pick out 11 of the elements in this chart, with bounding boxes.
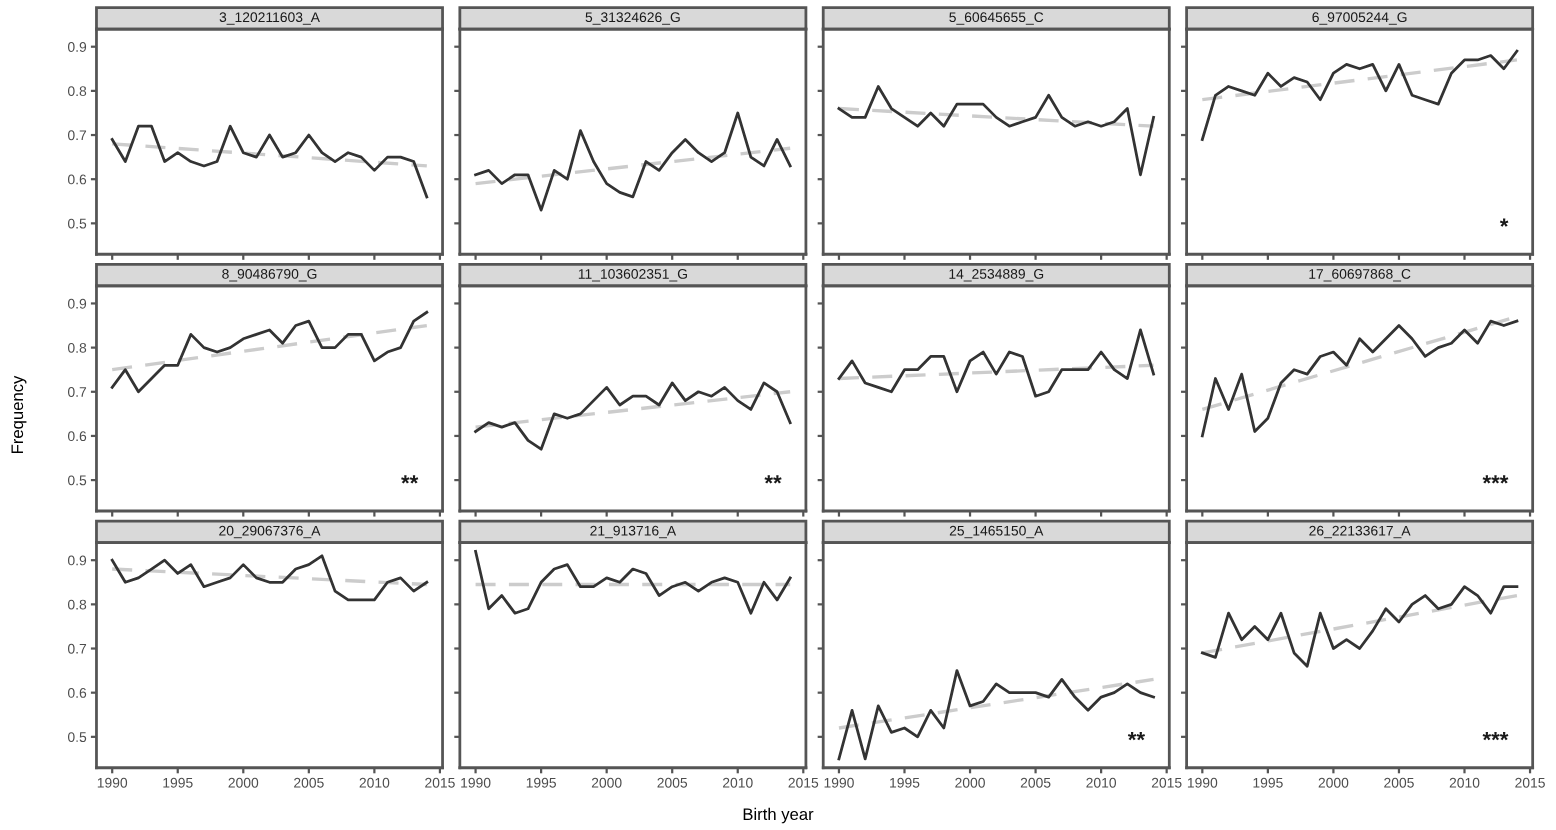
annotation: *** xyxy=(1482,732,1509,741)
annotation: ** xyxy=(764,475,782,484)
line-series xyxy=(110,124,429,199)
line-series xyxy=(110,310,429,394)
line-series xyxy=(110,554,429,602)
y-axis-title: Frequency xyxy=(11,375,27,453)
annotation: * xyxy=(1499,218,1509,227)
x-axis-title: Birth year xyxy=(743,807,814,824)
annotation: *** xyxy=(1482,475,1509,484)
annotation: ** xyxy=(1127,732,1146,741)
annotation: ** xyxy=(401,475,419,484)
